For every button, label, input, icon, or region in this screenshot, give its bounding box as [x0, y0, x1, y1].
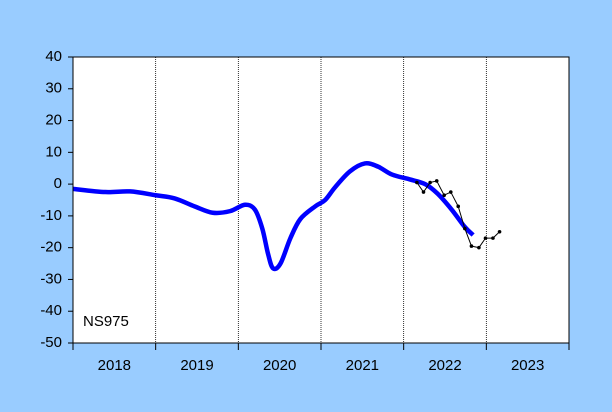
- point: [463, 226, 467, 231]
- x-tick-label: 2020: [263, 357, 296, 374]
- annotation: NS975: [83, 313, 129, 330]
- series-line: [72, 161, 475, 272]
- point: [469, 244, 474, 248]
- x-tick-label: 2022: [428, 357, 461, 374]
- x-tick-label: 2021: [346, 357, 379, 374]
- y-tick-label: -40: [40, 302, 62, 319]
- point: [421, 190, 426, 194]
- point: [415, 180, 419, 185]
- point: [491, 236, 495, 240]
- point: [434, 179, 439, 183]
- point: [497, 229, 502, 234]
- point: [483, 236, 488, 240]
- point: [448, 190, 453, 194]
- x-tick-label: 2023: [511, 357, 544, 374]
- y-tick-label: 0: [54, 175, 62, 192]
- y-tick-label: -20: [40, 239, 62, 256]
- y-tick-label: 40: [45, 48, 62, 65]
- y-tick-label: 20: [45, 112, 62, 129]
- y-tick-label: -10: [40, 207, 62, 224]
- x-tick-label: 2018: [98, 357, 131, 374]
- point: [428, 180, 432, 185]
- point: [442, 193, 446, 198]
- x-tick-label: 2019: [180, 357, 213, 374]
- point: [477, 245, 481, 250]
- y-tick-label: 30: [45, 80, 62, 97]
- y-tick-label: 10: [45, 143, 62, 160]
- y-tick-label: -50: [40, 334, 62, 351]
- y-tick-label: -30: [40, 270, 62, 287]
- point: [456, 204, 461, 209]
